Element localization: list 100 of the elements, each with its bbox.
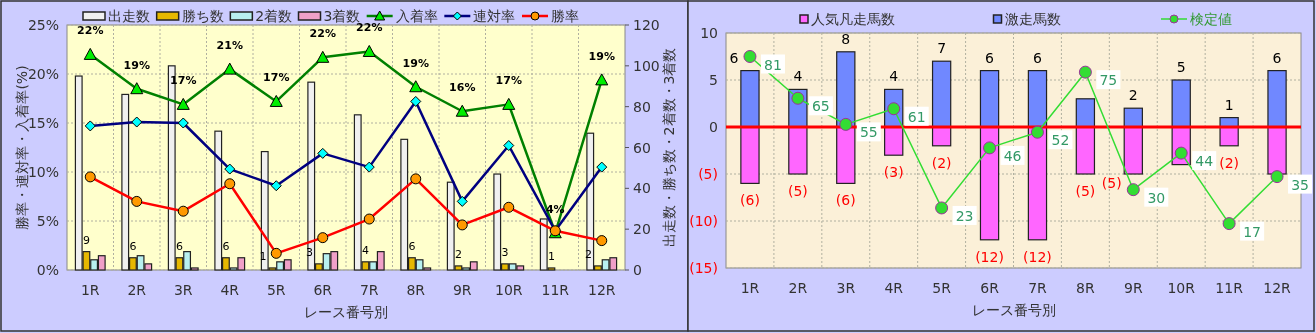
data-label: 6: [129, 239, 137, 253]
x-tick-label: 2R: [127, 282, 147, 298]
x-tick-label: 11R: [541, 282, 570, 298]
data-label: (3): [883, 164, 904, 181]
x-tick-label: 7R: [1028, 280, 1048, 296]
data-label: 6: [729, 49, 739, 66]
data-label: 17%: [263, 71, 290, 85]
legend-label: 3着数: [323, 8, 361, 24]
data-label: 21%: [216, 39, 243, 53]
data-label: 6: [1033, 49, 1042, 66]
data-label: 16%: [449, 81, 476, 95]
y2-tick-label: 60: [633, 139, 651, 156]
y-tick-label: (5): [698, 166, 718, 182]
x-tick-label: 8R: [406, 282, 426, 298]
y-tick-label: (10): [689, 213, 718, 229]
data-label: 4: [793, 68, 803, 85]
x-axis-title: レース番号別: [971, 302, 1056, 318]
y2-tick-label: 80: [633, 98, 651, 115]
data-label: (6): [835, 192, 856, 209]
x-tick-label: 5R: [266, 282, 286, 298]
data-label: 30: [1147, 189, 1166, 206]
x-axis-title: レース番号別: [304, 304, 388, 320]
y2-tick-label: 20: [633, 221, 651, 238]
data-label: 22%: [356, 21, 383, 35]
y2-tick-label: 0: [633, 262, 642, 278]
y-tick-label: (15): [689, 260, 718, 276]
data-label: 3: [501, 245, 509, 259]
x-tick-label: 6R: [313, 282, 333, 298]
y-tick-label: 25%: [27, 17, 59, 33]
y2-tick-label: 120: [633, 17, 660, 33]
data-label: 65: [811, 98, 830, 115]
x-tick-label: 4R: [220, 282, 240, 298]
data-label: 8: [841, 30, 851, 47]
data-label: (6): [740, 192, 760, 209]
x-tick-label: 12R: [1263, 280, 1292, 296]
data-label: 9: [82, 233, 90, 247]
data-label: 4: [361, 243, 369, 257]
data-label: 2: [1128, 87, 1138, 104]
x-tick-label: 12R: [587, 282, 616, 298]
x-tick-label: 3R: [173, 282, 193, 298]
data-label: (5): [1101, 175, 1122, 191]
y-tick-label: 10: [700, 25, 718, 41]
data-label: 46: [1003, 147, 1022, 164]
data-label: 19%: [123, 58, 150, 72]
x-tick-label: 2R: [788, 280, 808, 296]
x-tick-label: 10R: [1167, 280, 1196, 296]
x-tick-label: 5R: [932, 280, 952, 296]
data-label: 7: [937, 40, 947, 57]
x-tick-label: 4R: [884, 280, 904, 296]
x-tick-label: 11R: [1215, 280, 1244, 296]
data-label: 3: [306, 245, 314, 259]
data-label: 1: [1224, 96, 1234, 113]
x-tick-label: 7R: [359, 282, 379, 298]
data-label: 52: [1051, 132, 1070, 149]
y-axis-title: 勝率・連対率・入着率(%): [14, 65, 30, 230]
legend-label: 連対率: [473, 8, 516, 24]
legend-label: 激走馬数: [1004, 11, 1061, 27]
x-tick-label: 9R: [1123, 280, 1143, 296]
data-label: 81: [764, 56, 782, 73]
data-label: 6: [408, 239, 416, 253]
legend-label: 2着数: [255, 8, 293, 24]
data-label: 4: [889, 68, 899, 85]
data-label: 19%: [402, 56, 429, 70]
x-tick-label: 8R: [1076, 280, 1095, 296]
data-label: 19%: [588, 49, 615, 63]
y-tick-label: 5: [709, 72, 718, 88]
x-tick-label: 1R: [740, 280, 760, 296]
x-tick-label: 10R: [494, 282, 523, 298]
y-tick-label: 0: [709, 119, 718, 135]
legend-label: 検定値: [1190, 11, 1232, 27]
data-label: 6: [222, 239, 230, 253]
legend-label: 出走数: [108, 8, 150, 24]
data-label: 1: [547, 249, 555, 263]
data-label: 17: [1243, 223, 1262, 240]
data-label: 61: [907, 108, 926, 125]
y-tick-label: 0%: [36, 262, 59, 278]
data-label: 23: [955, 207, 974, 224]
data-label: 6: [985, 49, 995, 66]
data-label: (12): [1023, 248, 1052, 265]
data-label: 55: [859, 124, 878, 141]
data-label: 44: [1195, 153, 1214, 170]
data-label: (12): [975, 248, 1004, 265]
legend-label: 勝ち数: [181, 8, 224, 24]
data-label: 6: [1272, 49, 1282, 66]
data-label: 22%: [77, 24, 104, 38]
data-label: (5): [1075, 183, 1096, 199]
x-tick-label: 9R: [452, 282, 472, 298]
y2-tick-label: 100: [633, 57, 660, 74]
data-label: 35: [1291, 176, 1309, 193]
legend-label: 人気凡走馬数: [811, 11, 895, 27]
y2-tick-label: 40: [633, 180, 651, 197]
data-label: 6: [175, 239, 183, 253]
data-label: (2): [931, 154, 952, 171]
x-tick-label: 6R: [980, 280, 1000, 296]
data-label: 22%: [309, 27, 336, 41]
y2-axis-title: 出走数・勝ち数・2着数・3着数: [661, 47, 677, 248]
data-label: 2: [454, 247, 462, 261]
data-label: (5): [787, 183, 808, 199]
data-label: 17%: [495, 74, 522, 88]
x-tick-label: 3R: [836, 280, 856, 296]
